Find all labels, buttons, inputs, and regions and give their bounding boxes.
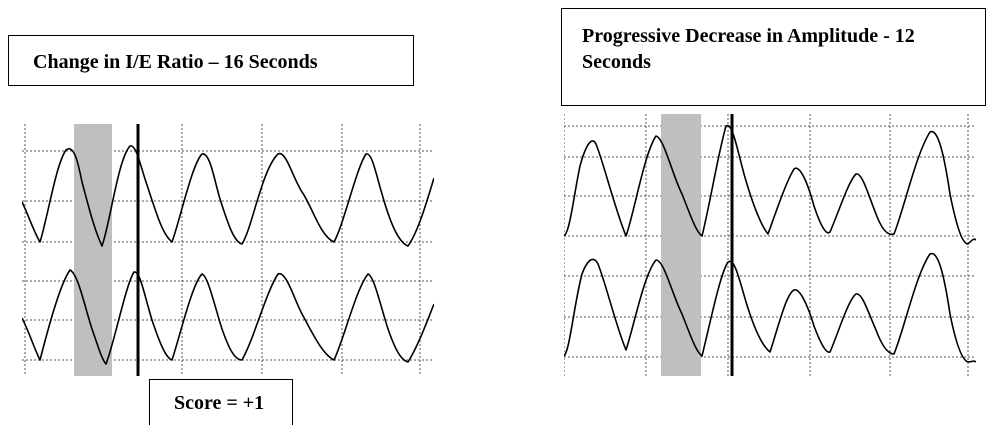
waveform-right <box>564 114 976 376</box>
score-text: Score = +1 <box>174 392 265 414</box>
shaded-region-left <box>74 124 112 376</box>
waveform-left <box>22 124 434 376</box>
title-right-text: Progressive Decrease in Amplitude - 12 S… <box>582 25 915 73</box>
traces-right <box>564 124 976 363</box>
traces-left <box>22 145 434 365</box>
title-left: Change in I/E Ratio – 16 Seconds <box>8 35 414 86</box>
gridlines-right <box>564 114 976 376</box>
score-box: Score = +1 <box>149 379 293 425</box>
title-left-text: Change in I/E Ratio – 16 Seconds <box>33 51 318 73</box>
title-right: Progressive Decrease in Amplitude - 12 S… <box>561 8 986 106</box>
